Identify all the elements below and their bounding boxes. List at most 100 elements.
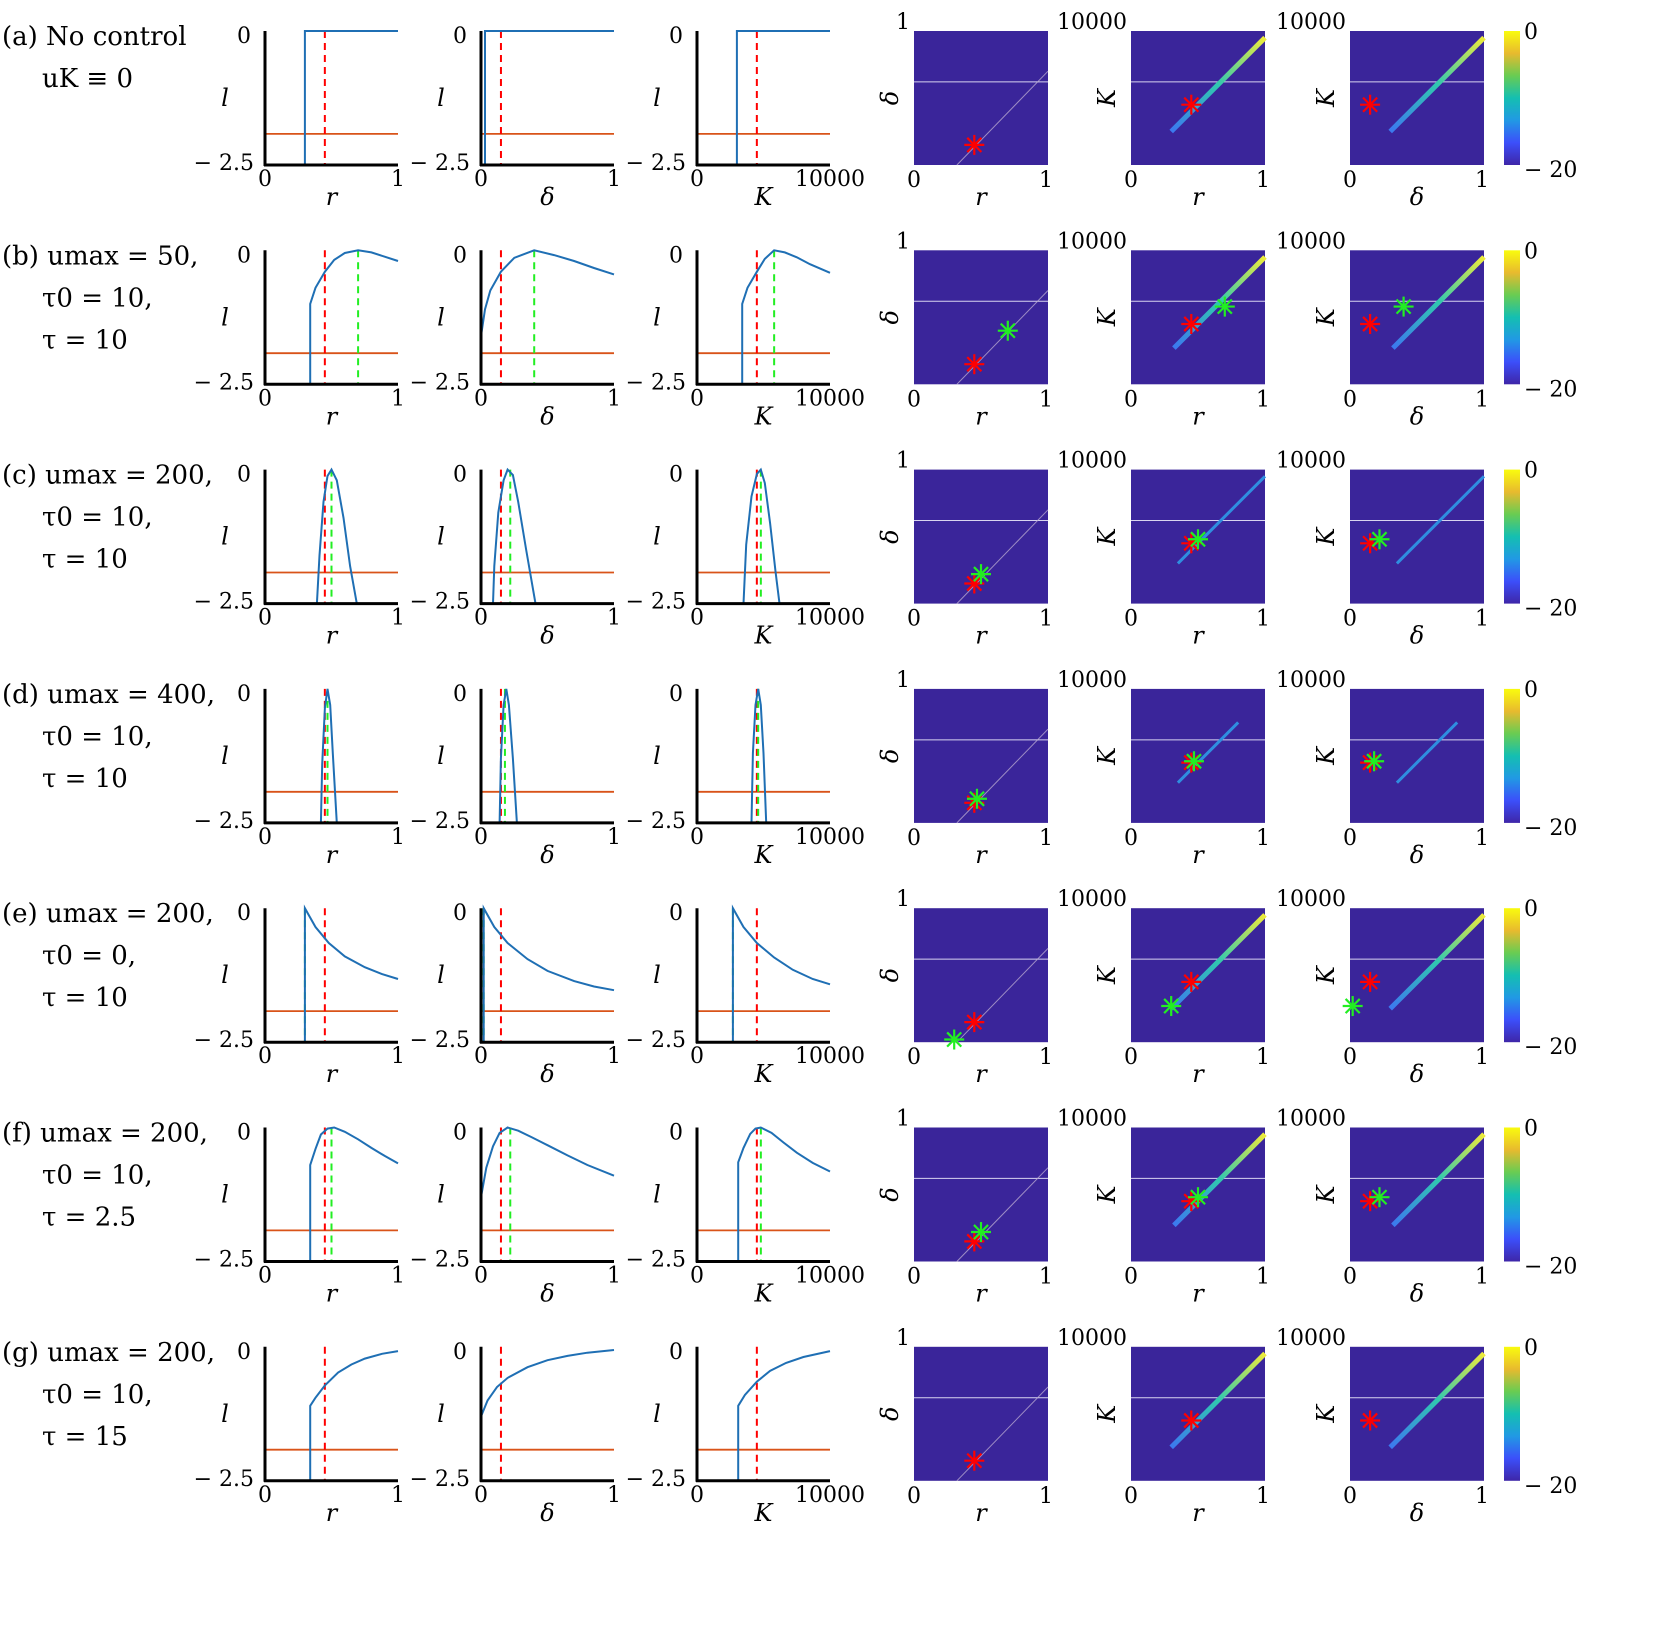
y-axis-label: K xyxy=(1093,964,1121,985)
y-axis-label: K xyxy=(1093,1183,1121,1204)
y-tick-label: 0 xyxy=(237,463,251,488)
heatmap-ridge xyxy=(1388,35,1486,134)
profile-panel-d-1: 0− 2.50 1lr xyxy=(194,682,405,869)
x-tick-label: 1 xyxy=(1475,826,1489,851)
profile-curve xyxy=(482,904,615,1043)
heatmap-panel-d-2: 10000 0 1 r K xyxy=(1057,668,1270,869)
true-value-star xyxy=(1360,752,1381,773)
x-axis-label: δ xyxy=(540,1060,554,1088)
colorbar-strip xyxy=(1504,31,1520,165)
y-axis-label: K xyxy=(1312,1183,1340,1204)
y-tick-label: − 2.5 xyxy=(410,151,470,176)
profile-curve xyxy=(741,249,831,385)
x-tick-label: 1 xyxy=(1475,607,1489,632)
x-tick-label: 0 xyxy=(1124,168,1138,193)
y-axis-label: l xyxy=(653,303,661,331)
x-tick-label: 0 xyxy=(690,1264,704,1289)
heatmap-background xyxy=(1350,1346,1484,1481)
row-label-line: τ0 = 0, xyxy=(42,941,136,971)
x-tick-label: 0 xyxy=(1343,1265,1357,1290)
colorbar-e: 0 − 20 xyxy=(1504,897,1577,1060)
profile-panel-b-1: 0− 2.50 1lr xyxy=(194,243,405,430)
profile-curve xyxy=(303,904,399,1043)
x-tick-label: 0 xyxy=(1343,1484,1357,1509)
x-axis-label: r xyxy=(326,1060,339,1088)
row-label-line: (e) umax = 200, xyxy=(2,899,214,929)
true-value-star xyxy=(1181,533,1202,554)
x-tick-label: 1 xyxy=(1475,168,1489,193)
x-tick-label: 0 xyxy=(907,1484,921,1509)
star-stroke xyxy=(1190,1189,1206,1206)
star-stroke xyxy=(973,1224,989,1240)
colorbar-tick-label: 0 xyxy=(1524,20,1538,45)
x-axis-label: r xyxy=(1192,841,1205,869)
x-axis-label: δ xyxy=(1410,622,1424,650)
y-tick-label: 10000 xyxy=(1276,229,1346,254)
y-axis-label: l xyxy=(221,961,229,989)
heatmap-background xyxy=(1350,250,1484,385)
x-tick-label: 0 xyxy=(1124,607,1138,632)
y-tick-label: 10000 xyxy=(1057,449,1127,474)
y-axis-label: K xyxy=(1312,306,1340,327)
heatmap-panel-a-1: 1 0 1 r δ xyxy=(876,10,1053,211)
x-tick-label: 1 xyxy=(1039,1045,1053,1070)
x-axis-label: r xyxy=(1192,183,1205,211)
colorbar-tick-label: − 20 xyxy=(1524,1255,1577,1280)
x-axis-label: δ xyxy=(1410,841,1424,869)
x-tick-label: 1 xyxy=(391,167,405,192)
row-label-line: τ = 10 xyxy=(42,764,128,794)
heatmap-panel-f-3: 10000 0 1 δ K xyxy=(1276,1107,1489,1308)
heatmap-panel-a-2: 10000 0 1 r K xyxy=(1057,10,1270,211)
star-stroke xyxy=(1366,753,1382,770)
x-tick-label: 0 xyxy=(1124,826,1138,851)
row-f: (f) umax = 200,τ0 = 10,τ = 2.50− 2.50 1lr… xyxy=(2,1107,1577,1308)
colorbar-strip xyxy=(1504,469,1520,604)
colorbar-tick-label: 0 xyxy=(1524,678,1538,703)
x-tick-label: 1 xyxy=(1039,1265,1053,1290)
profile-curve xyxy=(480,249,615,337)
y-axis-label: l xyxy=(221,303,229,331)
heatmap-ridge xyxy=(1395,721,1459,784)
x-tick-label: 0 xyxy=(690,606,704,631)
profile-panel-d-2: 0− 2.50 1lδ xyxy=(410,682,621,869)
x-axis-label: δ xyxy=(540,622,554,650)
x-tick-label: 0 xyxy=(258,1483,272,1508)
x-tick-label: 0 xyxy=(258,825,272,850)
heatmap-background xyxy=(914,250,1048,385)
mle-star xyxy=(997,320,1018,341)
x-tick-label: 1 xyxy=(391,606,405,631)
true-value-star xyxy=(1181,94,1202,115)
y-tick-label: 1 xyxy=(896,1326,910,1351)
y-axis-label: δ xyxy=(876,310,904,324)
colorbar-tick-label: − 20 xyxy=(1524,597,1577,622)
heatmap-ridge xyxy=(1176,475,1267,565)
profile-panel-e-2: 0− 2.50 1lδ xyxy=(410,901,621,1088)
x-tick-label: 0 xyxy=(1343,607,1357,632)
star-stroke xyxy=(1183,96,1200,113)
y-tick-label: 0 xyxy=(453,901,467,926)
y-tick-label: 1 xyxy=(896,1107,910,1132)
y-tick-label: 1 xyxy=(896,449,910,474)
x-tick-label: 0 xyxy=(1124,1045,1138,1070)
y-tick-label: − 2.5 xyxy=(626,151,686,176)
row-label-line: τ = 10 xyxy=(42,983,128,1013)
star-stroke xyxy=(1183,1412,1200,1429)
x-tick-label: 0 xyxy=(1343,1045,1357,1070)
x-tick-label: 0 xyxy=(474,1044,488,1069)
heatmap-ridge xyxy=(1388,913,1486,1011)
heatmap-background xyxy=(1350,31,1484,165)
x-tick-label: 0 xyxy=(907,607,921,632)
colorbar-strip xyxy=(1504,908,1520,1043)
star-stroke xyxy=(966,356,983,373)
x-tick-label: 1 xyxy=(1039,1484,1053,1509)
x-tick-label: 0 xyxy=(907,1265,921,1290)
x-tick-label: 1 xyxy=(1475,1484,1489,1509)
heatmap-panel-d-3: 10000 0 1 δ K xyxy=(1276,668,1489,869)
star-stroke xyxy=(946,1031,963,1048)
heatmap-background xyxy=(1350,688,1484,823)
x-axis-label: δ xyxy=(1410,183,1424,211)
x-axis-label: r xyxy=(975,1499,988,1527)
